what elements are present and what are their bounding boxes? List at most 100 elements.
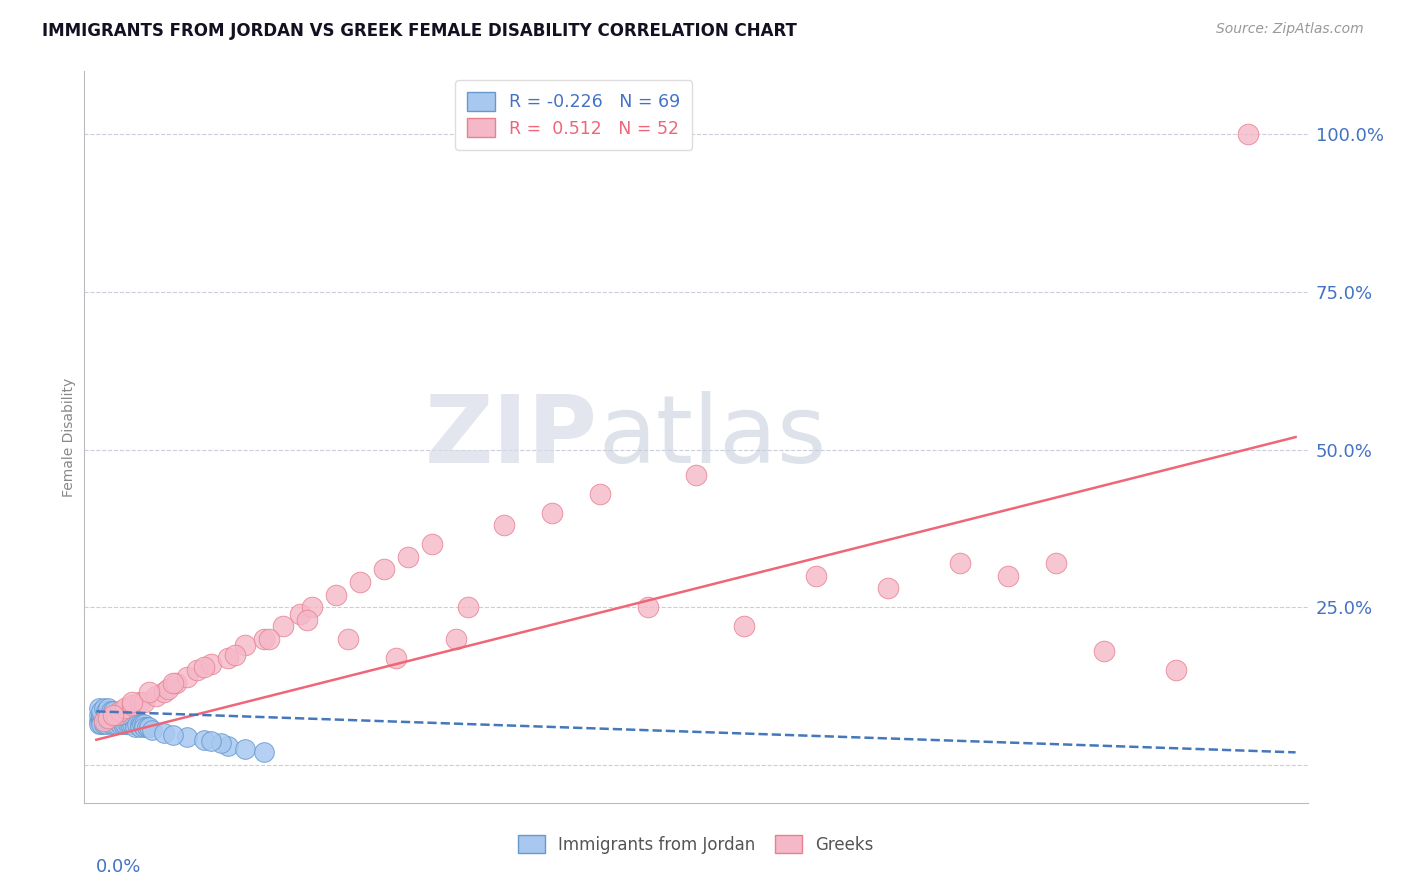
- Point: [1164, 664, 1187, 678]
- Point: [94, 711, 117, 725]
- Point: [94, 705, 117, 719]
- Point: [93, 717, 115, 731]
- Text: 0.0%: 0.0%: [97, 858, 142, 876]
- Point: [110, 711, 132, 725]
- Point: [118, 717, 141, 731]
- Point: [176, 730, 198, 744]
- Point: [90, 705, 112, 719]
- Point: [114, 701, 136, 715]
- Point: [128, 695, 150, 709]
- Point: [876, 582, 898, 596]
- Point: [124, 720, 146, 734]
- Point: [93, 711, 115, 725]
- Point: [97, 711, 120, 725]
- Text: Source: ZipAtlas.com: Source: ZipAtlas.com: [1216, 22, 1364, 37]
- Point: [104, 707, 127, 722]
- Point: [138, 720, 160, 734]
- Point: [110, 707, 132, 722]
- Point: [193, 732, 215, 747]
- Point: [90, 714, 112, 728]
- Point: [100, 711, 122, 725]
- Point: [97, 714, 120, 728]
- Point: [131, 717, 153, 731]
- Point: [193, 660, 215, 674]
- Point: [290, 607, 312, 621]
- Point: [104, 707, 127, 722]
- Point: [87, 701, 110, 715]
- Point: [101, 705, 124, 719]
- Point: [94, 714, 117, 728]
- Point: [127, 717, 149, 731]
- Point: [494, 518, 516, 533]
- Point: [138, 685, 160, 699]
- Point: [1236, 128, 1258, 142]
- Point: [1092, 644, 1115, 658]
- Point: [134, 720, 156, 734]
- Point: [541, 506, 564, 520]
- Point: [685, 467, 707, 482]
- Point: [101, 707, 124, 722]
- Point: [104, 714, 127, 728]
- Point: [111, 717, 134, 731]
- Point: [1045, 556, 1067, 570]
- Point: [97, 711, 120, 725]
- Point: [457, 600, 479, 615]
- Text: ZIP: ZIP: [425, 391, 598, 483]
- Point: [637, 600, 659, 615]
- Point: [114, 717, 136, 731]
- Point: [444, 632, 467, 646]
- Point: [110, 705, 132, 719]
- Point: [124, 717, 146, 731]
- Point: [157, 682, 180, 697]
- Point: [224, 648, 246, 662]
- Point: [589, 487, 612, 501]
- Point: [162, 676, 184, 690]
- Point: [128, 720, 150, 734]
- Point: [107, 711, 129, 725]
- Y-axis label: Female Disability: Female Disability: [62, 377, 76, 497]
- Point: [97, 707, 120, 722]
- Point: [94, 717, 117, 731]
- Point: [301, 600, 323, 615]
- Point: [385, 650, 408, 665]
- Point: [110, 717, 132, 731]
- Point: [373, 562, 395, 576]
- Text: atlas: atlas: [598, 391, 827, 483]
- Point: [233, 638, 256, 652]
- Point: [100, 714, 122, 728]
- Point: [209, 736, 232, 750]
- Point: [253, 745, 276, 759]
- Point: [121, 717, 143, 731]
- Point: [200, 734, 222, 748]
- Point: [90, 717, 112, 731]
- Point: [233, 742, 256, 756]
- Point: [145, 689, 167, 703]
- Point: [949, 556, 972, 570]
- Point: [273, 619, 295, 633]
- Legend: Immigrants from Jordan, Greeks: Immigrants from Jordan, Greeks: [512, 829, 880, 860]
- Point: [107, 714, 129, 728]
- Point: [117, 714, 139, 728]
- Point: [121, 695, 143, 709]
- Point: [349, 575, 371, 590]
- Point: [104, 717, 127, 731]
- Point: [134, 695, 156, 709]
- Point: [733, 619, 755, 633]
- Point: [121, 698, 143, 712]
- Point: [114, 714, 136, 728]
- Point: [87, 717, 110, 731]
- Point: [101, 711, 124, 725]
- Point: [165, 676, 187, 690]
- Point: [128, 717, 150, 731]
- Point: [337, 632, 360, 646]
- Text: IMMIGRANTS FROM JORDAN VS GREEK FEMALE DISABILITY CORRELATION CHART: IMMIGRANTS FROM JORDAN VS GREEK FEMALE D…: [42, 22, 797, 40]
- Point: [152, 726, 174, 740]
- Point: [90, 707, 112, 722]
- Point: [186, 664, 208, 678]
- Point: [176, 670, 198, 684]
- Point: [110, 714, 132, 728]
- Point: [93, 714, 115, 728]
- Point: [217, 650, 239, 665]
- Point: [297, 613, 319, 627]
- Point: [93, 707, 115, 722]
